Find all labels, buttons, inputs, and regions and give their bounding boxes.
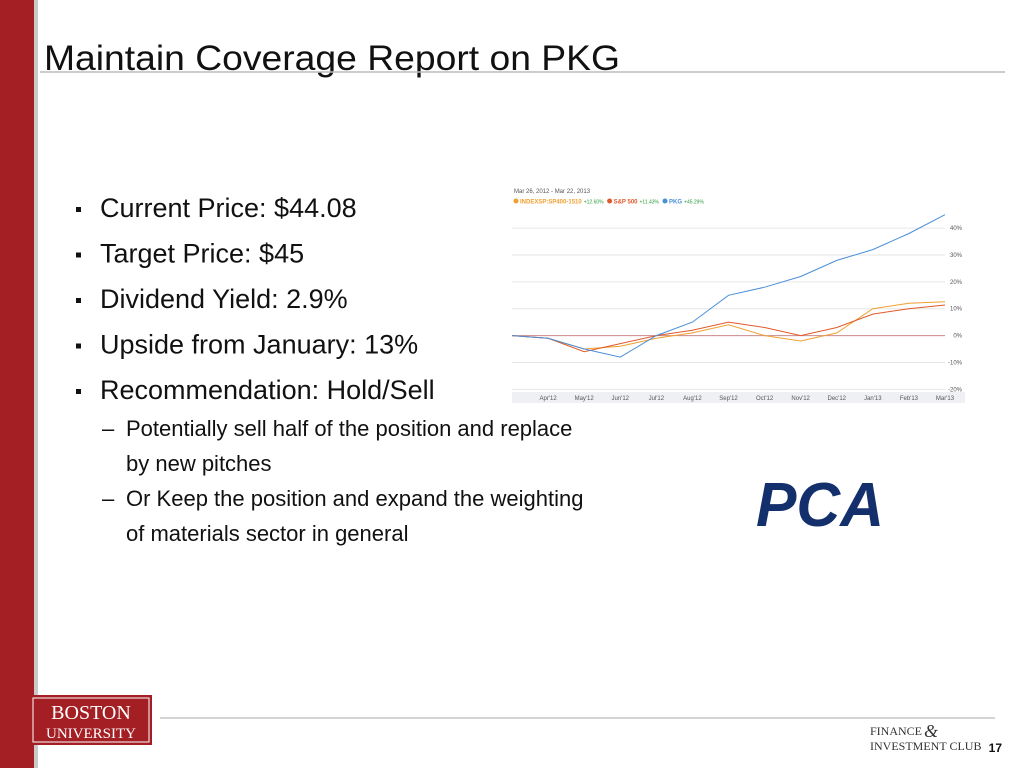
legend-name: S&P 500 [614, 200, 639, 206]
y-tick-label: 20% [950, 280, 963, 286]
bullet-marker [76, 389, 81, 394]
club-line1: FINANCE [870, 724, 922, 738]
bu-logo-border [32, 697, 150, 743]
x-tick-label: Jul'12 [649, 396, 665, 402]
club-amp: & [924, 721, 938, 741]
series-line [511, 214, 946, 358]
bullet: Target Price: $45 [100, 239, 304, 269]
y-tick-label: 30% [950, 253, 963, 259]
legend-change: +11.43% [640, 200, 660, 206]
bullet: Upside from January: 13% [100, 330, 418, 360]
x-tick-label: Dec'12 [828, 396, 847, 402]
legend-change: +45.29% [684, 200, 704, 206]
side-stripe [34, 0, 38, 768]
bu-logo [30, 695, 152, 745]
x-tick-label: Feb'13 [900, 396, 919, 402]
y-tick-label: -10% [948, 360, 963, 366]
sub-bullet: Potentially sell half of the position an… [126, 416, 572, 441]
chart-subtitle: Mar 26, 2012 - Mar 22, 2013 [514, 189, 591, 195]
bullet: Recommendation: Hold/Sell [100, 375, 435, 405]
bullet: Dividend Yield: 2.9% [100, 284, 348, 314]
legend-dot [607, 198, 613, 204]
pca-logo: PCA [756, 471, 884, 540]
x-tick-label: Aug'12 [683, 396, 702, 402]
y-tick-label: 10% [950, 307, 963, 313]
bullet: Current Price: $44.08 [100, 193, 357, 223]
y-tick-label: 40% [950, 226, 963, 232]
legend-name: INDEXSP:SP400-1510 [520, 200, 582, 206]
x-tick-label: Mar'13 [936, 396, 955, 402]
sub-bullet: of materials sector in general [126, 521, 408, 546]
sub-bullet: by new pitches [126, 451, 272, 476]
legend-name: PKG [669, 200, 682, 206]
bullet-marker [76, 252, 81, 258]
sub-bullet-dash: – [102, 416, 115, 441]
x-tick-label: Nov'12 [791, 396, 810, 402]
legend-dot [513, 198, 519, 204]
x-tick-label: May'12 [575, 396, 595, 402]
chart-bg [511, 207, 965, 403]
bullet-marker [76, 343, 81, 349]
bu-line2: UNIVERSITY [46, 726, 136, 742]
legend-dot [662, 198, 668, 204]
legend-change: +12.60% [584, 200, 604, 206]
x-tick-label: Apr'12 [540, 396, 558, 402]
side-bar [0, 0, 34, 768]
x-tick-label: Oct'12 [756, 396, 774, 402]
bullet-marker [76, 207, 81, 212]
x-tick-label: Jun'12 [612, 396, 630, 402]
x-tick-label: Sep'12 [719, 396, 738, 402]
page-number: 17 [989, 741, 1003, 755]
x-tick-label: Jan'13 [864, 396, 882, 402]
y-tick-label: 0% [953, 334, 962, 340]
x-axis-band [512, 392, 965, 403]
sub-bullet: Or Keep the position and expand the weig… [126, 486, 583, 511]
bullet-marker [76, 298, 81, 303]
y-tick-label: -20% [948, 387, 963, 393]
sub-bullet-dash: – [102, 486, 115, 511]
club-line2: INVESTMENT CLUB [870, 739, 981, 753]
series-line [511, 304, 946, 353]
bu-line1: BOSTON [51, 702, 131, 724]
